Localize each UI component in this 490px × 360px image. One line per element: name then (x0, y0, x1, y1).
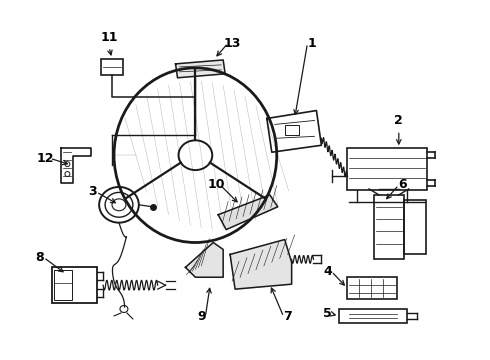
Bar (54, 270, 73, 300)
Bar (374, 195, 404, 260)
Text: 5: 5 (323, 307, 332, 320)
Polygon shape (185, 243, 223, 277)
Text: 8: 8 (35, 251, 44, 264)
Text: 10: 10 (207, 179, 225, 192)
Bar (339, 309, 407, 323)
Polygon shape (230, 239, 292, 289)
Polygon shape (175, 60, 225, 78)
Text: 2: 2 (394, 114, 403, 127)
Text: 9: 9 (197, 310, 206, 323)
Text: 7: 7 (283, 310, 292, 323)
Bar (285, 125, 298, 135)
Text: 13: 13 (223, 37, 241, 50)
Text: 11: 11 (100, 31, 118, 44)
Bar (347, 277, 397, 299)
Text: 1: 1 (307, 37, 316, 50)
Bar (404, 200, 426, 255)
Bar (347, 148, 427, 190)
Text: 4: 4 (323, 265, 332, 278)
Text: 12: 12 (37, 152, 54, 165)
Bar (51, 267, 97, 303)
Text: 3: 3 (88, 185, 97, 198)
Text: 6: 6 (398, 179, 407, 192)
Bar (101, 59, 123, 75)
Polygon shape (218, 195, 278, 230)
